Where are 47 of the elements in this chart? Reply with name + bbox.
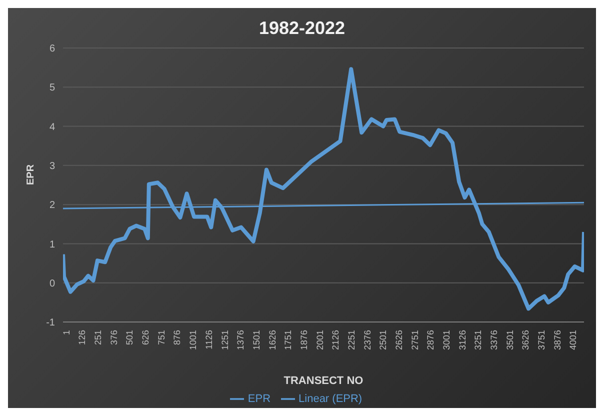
x-tick-label: 876 — [172, 330, 182, 346]
y-tick-label: 1 — [49, 239, 56, 250]
x-axis-title: TRANSECT NO — [284, 375, 364, 387]
legend-label: Linear (EPR) — [298, 392, 362, 405]
x-tick-label: 3251 — [473, 330, 484, 350]
x-tick-label: 126 — [77, 330, 88, 346]
x-tick-label: 3626 — [520, 330, 531, 350]
x-tick-label: 1626 — [267, 330, 278, 350]
x-tick-label: 1001 — [188, 330, 198, 350]
x-tick-label: 1 — [61, 330, 72, 336]
x-tick-label: 626 — [140, 330, 151, 346]
x-tick-label: 2876 — [426, 330, 436, 350]
x-tick-label: 4001 — [568, 330, 578, 350]
x-tick-label: 3001 — [441, 330, 452, 350]
y-tick-label: 2 — [49, 200, 56, 212]
legend-label: EPR — [248, 392, 271, 405]
y-tick-label: 5 — [49, 82, 56, 94]
x-tick-label: 2376 — [362, 330, 372, 350]
y-tick-label: 3 — [49, 160, 56, 172]
x-tick-label: 2126 — [330, 330, 341, 350]
x-tick-label: 1251 — [220, 330, 230, 350]
x-tick-label: 3751 — [536, 330, 547, 350]
x-tick-label: 1876 — [298, 330, 309, 350]
x-tick-label: 1501 — [251, 330, 262, 350]
x-tick-label: 1376 — [236, 330, 246, 350]
x-tick-label: 751 — [156, 330, 166, 346]
x-tick-label: 3876 — [552, 330, 562, 350]
x-tick-label: 3376 — [489, 330, 500, 350]
x-tick-label: 501 — [124, 330, 135, 346]
x-tick-label: 2626 — [394, 330, 404, 350]
x-tick-label: 251 — [93, 330, 104, 346]
x-tick-label: 2501 — [378, 330, 388, 350]
y-tick-label: 4 — [49, 122, 56, 133]
y-tick-label: 0 — [49, 278, 56, 290]
x-tick-label: 3501 — [504, 330, 515, 350]
chart-title: 1982-2022 — [258, 18, 346, 39]
x-tick-label: 3126 — [457, 330, 468, 350]
x-tick-label: 2751 — [410, 330, 420, 350]
x-tick-label: 1126 — [204, 330, 214, 350]
line-series — [63, 67, 584, 311]
y-tick-label: -1 — [46, 318, 56, 329]
x-tick-label: 1751 — [283, 330, 294, 350]
x-tick-label: 2001 — [314, 330, 325, 350]
y-axis-title: EPR — [26, 164, 37, 185]
y-tick-label: 6 — [49, 44, 56, 55]
x-tick-label: 376 — [108, 330, 119, 346]
x-tick-label: 2251 — [346, 330, 356, 350]
